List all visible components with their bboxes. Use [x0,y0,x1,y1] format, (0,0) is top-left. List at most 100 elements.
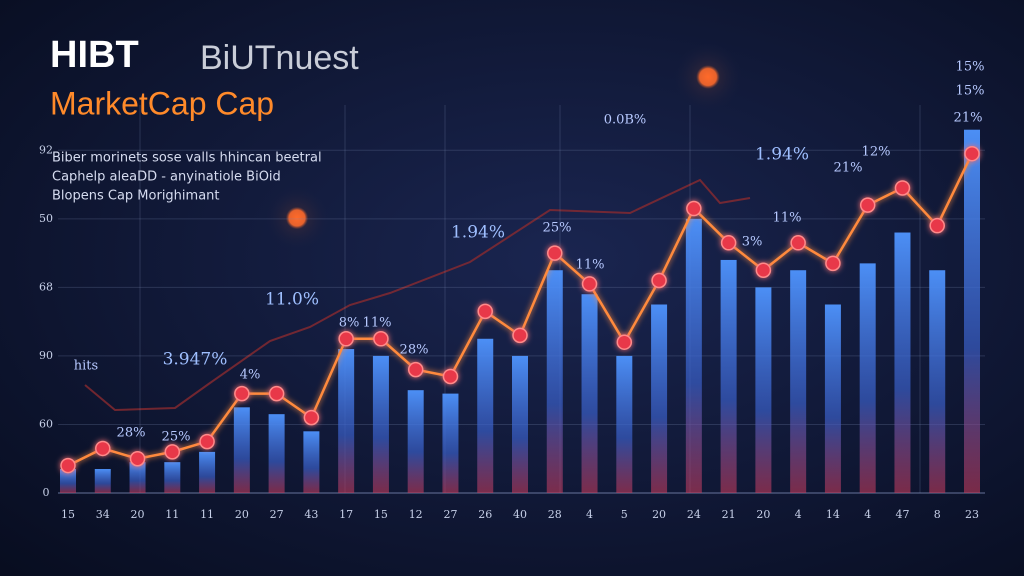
x-tick-label: 11 [200,508,214,521]
line-point [373,331,389,347]
y-tick-label: 60 [39,417,53,430]
line-point [199,433,215,450]
x-tick-label: 27 [270,508,284,521]
annotation: 3% [742,235,763,250]
bar [720,259,737,493]
bar [581,294,598,493]
x-tick-label: 24 [687,508,701,521]
annotation: 11.0% [265,290,319,310]
line-point [929,217,945,234]
y-tick-label: 50 [39,212,53,225]
annotation: 21% [954,111,983,126]
description: Blopens Cap Morighimant [52,189,220,204]
x-tick-label: 8 [934,508,941,521]
annotation: 8% [339,316,360,331]
bar [233,407,250,493]
bar [94,469,111,493]
bar [616,355,633,493]
x-tick-label: 28 [548,508,562,521]
bar [894,232,911,493]
x-tick-label: 14 [826,508,840,521]
x-tick-label: 12 [409,508,423,521]
bar [651,304,668,493]
x-tick-label: 15 [61,508,75,521]
x-tick-label: 20 [652,508,666,521]
annotation: hits [74,359,98,374]
bar [929,270,946,493]
annotation: 28% [117,426,146,441]
annotation: 25% [543,221,572,236]
bar [164,462,181,493]
line-point [894,180,911,196]
annotation: 11% [576,258,605,273]
annotation: 15% [956,84,985,99]
annotation: 11% [363,316,392,331]
line-point [686,200,702,217]
line-point [442,368,459,385]
brand: BiUTnuest [200,39,359,77]
line-point [720,235,737,251]
decor-trend [84,178,751,412]
y-tick-label: 92 [39,143,53,156]
annotation: 0.0B% [604,113,647,128]
annotation: 3.947% [163,350,228,370]
line-point [338,331,354,347]
annotation: 1.94% [451,223,505,243]
x-tick-label: 4 [795,508,802,521]
y-tick-label: 90 [39,349,53,362]
annotation: 4% [240,368,261,383]
annotation: 25% [162,430,191,445]
line-point [60,457,76,474]
annotation: 12% [862,145,891,160]
bar [372,355,389,493]
line-point [859,197,876,213]
bar [407,390,424,493]
y-tick-label: 0 [43,486,50,499]
line-point [755,262,772,278]
line-point [129,450,146,467]
bar [442,393,459,493]
x-tick-label: 26 [478,508,492,521]
line-point [95,440,111,457]
annotation: 1.94% [755,145,809,165]
x-tick-label: 47 [895,508,909,521]
x-tick-label: 11 [165,508,179,521]
bar [824,304,841,493]
x-tick-label: 23 [965,508,979,521]
x-tick-label: 34 [96,508,110,521]
annotation: 11% [773,211,802,226]
annotation: 28% [400,343,429,358]
x-tick-label: 15 [374,508,388,521]
bar [303,431,320,493]
y-tick-label: 68 [39,280,53,293]
line-point [616,334,633,350]
x-tick-label: 20 [756,508,770,521]
bar [129,462,146,493]
x-tick-label: 17 [339,508,353,521]
x-tick-label: 4 [864,508,871,521]
line-point [790,235,806,251]
bar [512,355,528,493]
line-point [964,145,980,162]
bar [60,469,76,493]
title: HIBT [50,34,139,76]
decor-orb [674,43,742,111]
line-point [581,276,598,292]
line-point [477,303,493,320]
x-tick-label: 4 [586,508,593,521]
line-point [164,444,181,460]
annotation: 21% [834,161,863,176]
bar [790,270,807,493]
bar [964,129,980,493]
x-tick-label: 27 [443,508,457,521]
line-point [268,385,285,402]
bar [199,451,216,493]
line-point [825,255,841,272]
line-point [234,385,250,402]
x-tick-label: 20 [131,508,145,521]
bar [268,414,285,493]
line-point [547,245,563,261]
bar [338,349,355,493]
bar [477,338,494,493]
description: Caphelp aleaDD - anyinatiole BiOid [52,170,281,185]
